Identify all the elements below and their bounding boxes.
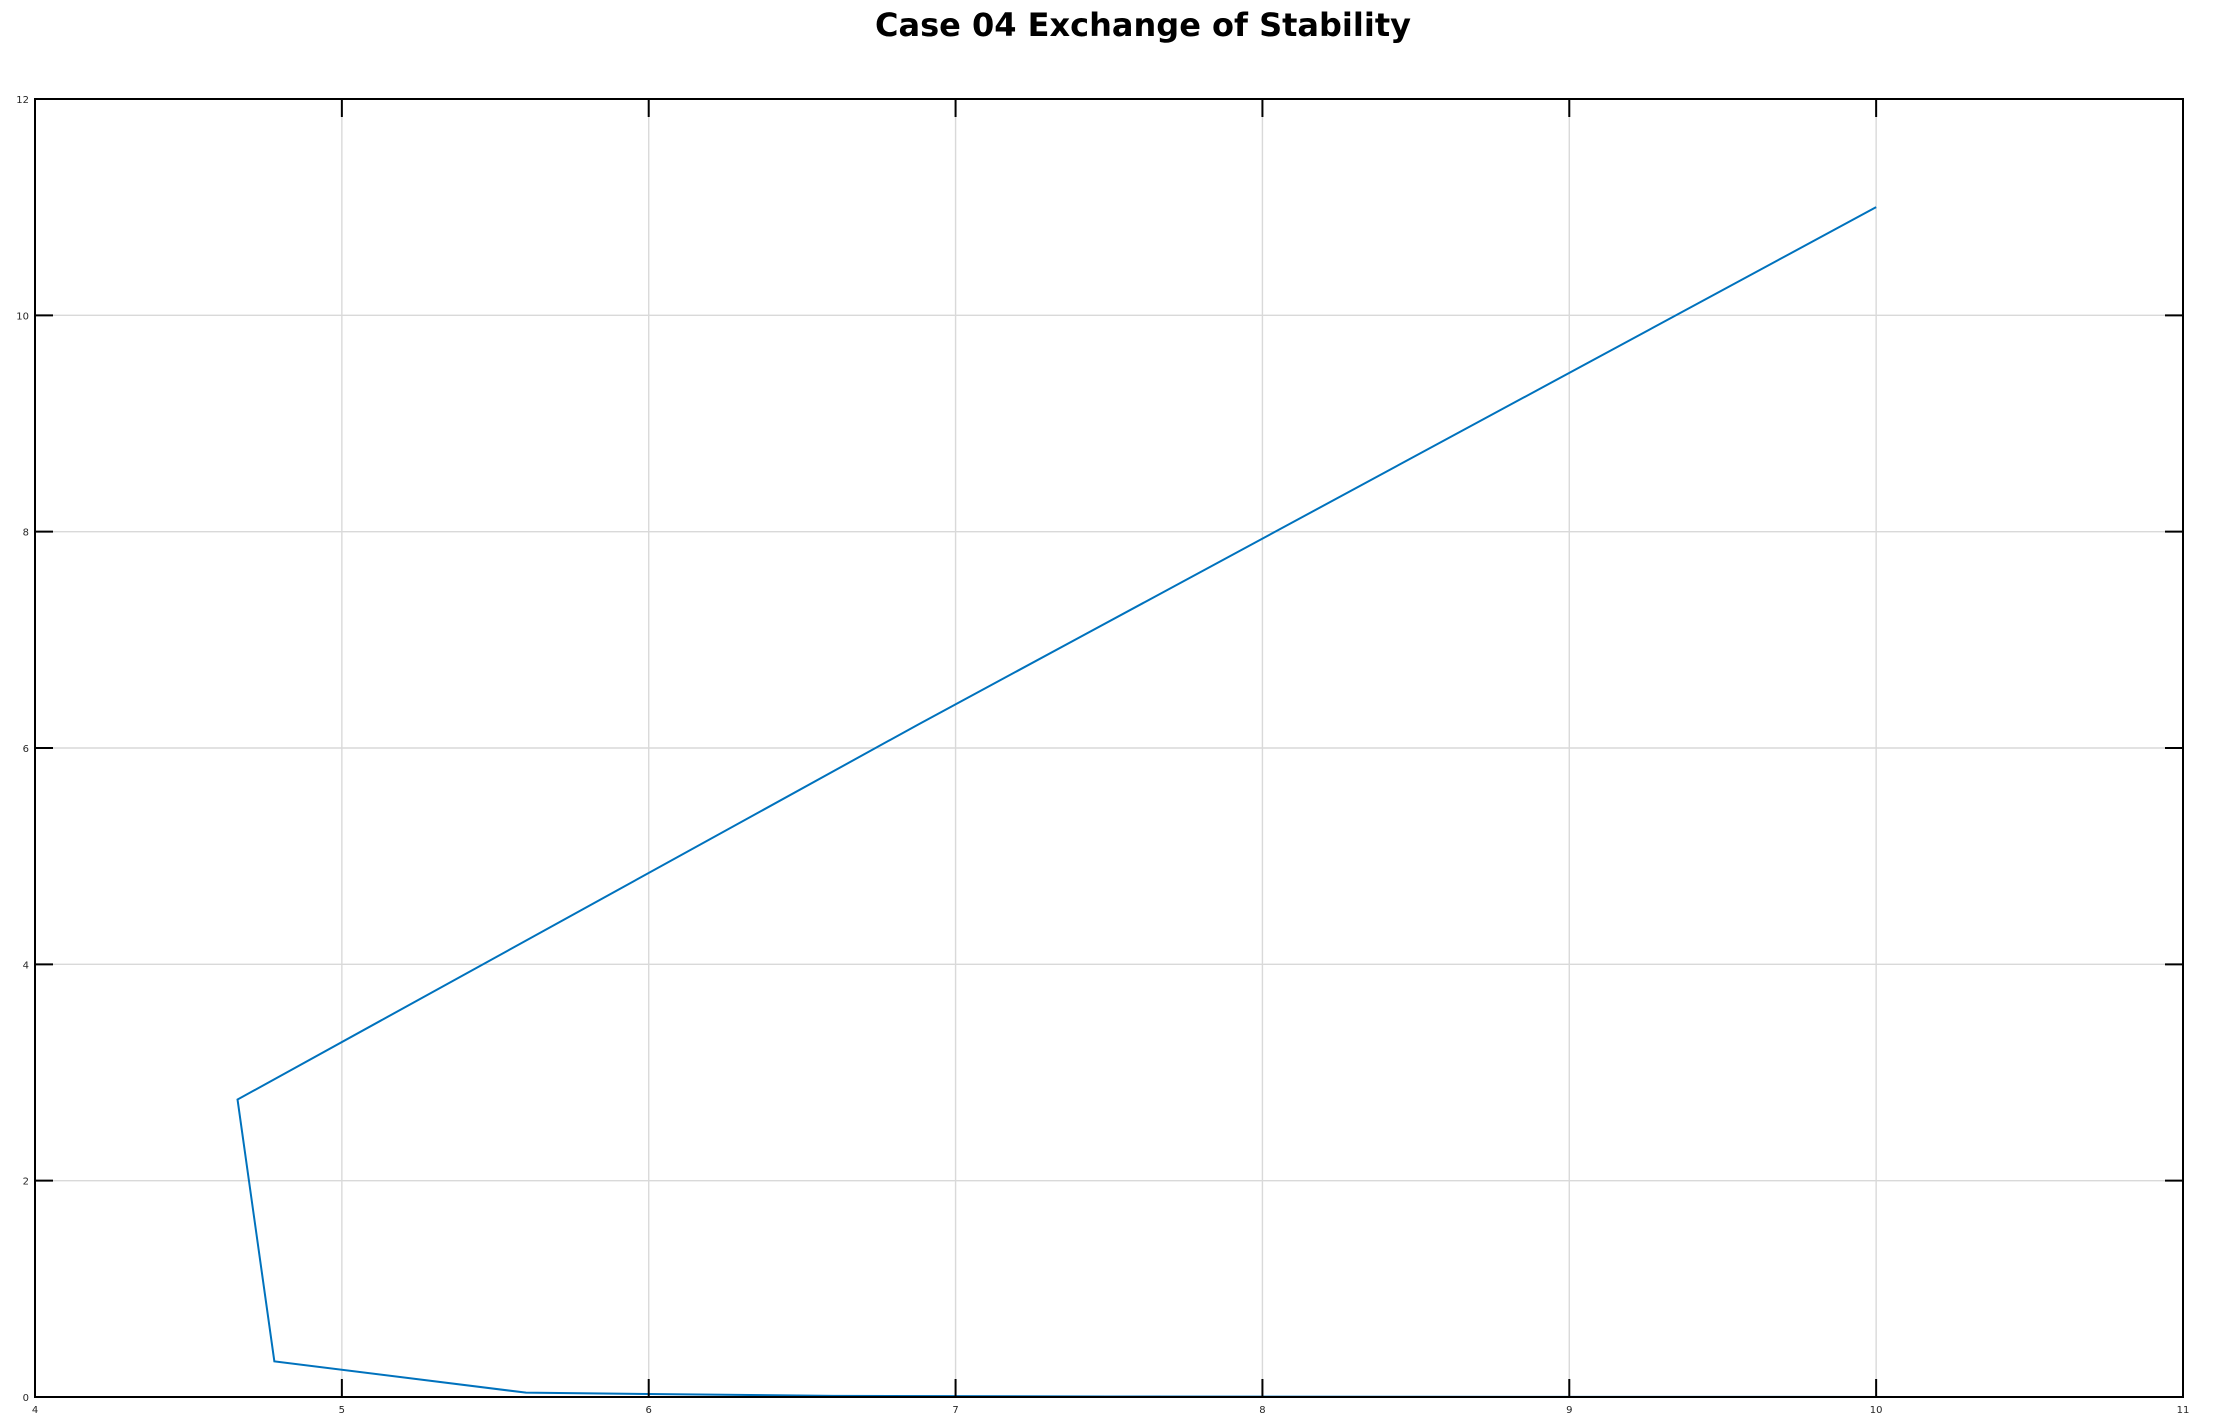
x-tick-label: 6	[646, 1405, 652, 1416]
series-line	[236, 206, 1913, 1398]
tick-labels: 4 5 6 7 8 9 10 11 0 2 4 6 8 10 12	[16, 95, 2189, 1416]
y-tick-label: 0	[23, 1393, 29, 1404]
y-tick-label: 10	[16, 311, 29, 322]
axes	[34, 98, 2184, 1398]
x-tick-label: 8	[1259, 1405, 1265, 1416]
grid-lines	[35, 99, 2183, 1397]
y-tick-label: 2	[23, 1177, 29, 1188]
y-tick-label: 8	[23, 528, 29, 539]
x-tick-label: 7	[952, 1405, 958, 1416]
y-tick-label: 4	[23, 960, 29, 971]
x-tick-label: 4	[32, 1405, 38, 1416]
x-tick-label: 11	[2177, 1405, 2190, 1416]
axes-frame	[34, 98, 2184, 1398]
y-tick-label: 12	[16, 95, 29, 106]
x-tick-label: 5	[339, 1405, 345, 1416]
plot-series	[236, 206, 1913, 1398]
chart-title: Case 04 Exchange of Stability	[875, 6, 1411, 44]
x-tick-label: 10	[1870, 1405, 1883, 1416]
x-tick-label: 9	[1566, 1405, 1572, 1416]
y-tick-label: 6	[23, 744, 29, 755]
